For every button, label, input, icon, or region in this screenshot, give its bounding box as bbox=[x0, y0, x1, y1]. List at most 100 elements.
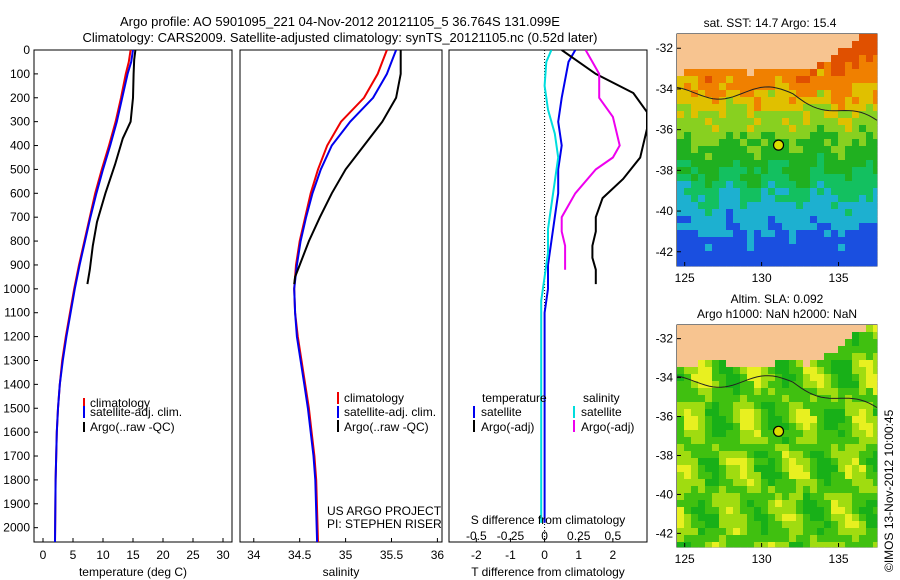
salinity-tick-label: 34 bbox=[247, 548, 261, 562]
legend-label-temp-argo: Argo(-adj) bbox=[481, 420, 534, 434]
lat-tick-label: -34 bbox=[656, 371, 674, 385]
sla-map-panel: Altim. SLA: 0.092 Argo h1000: NaN h2000:… bbox=[656, 292, 878, 566]
salinity-legend: climatology satellite-adj. clim. Argo(..… bbox=[337, 391, 436, 434]
depth-tick-label: 400 bbox=[10, 139, 30, 153]
difference-axis-ticks: -2 -1 0 1 2 bbox=[471, 538, 617, 562]
series-line-2 bbox=[293, 50, 402, 285]
temperature-tick-label: 5 bbox=[70, 548, 77, 562]
legend-label-climatology: climatology bbox=[90, 396, 150, 410]
depth-tick-label: 600 bbox=[10, 186, 30, 200]
s-diff-tick-label: 0 bbox=[541, 529, 548, 543]
s-diff-tick-label: 0.25 bbox=[567, 529, 591, 543]
pi-annotation: PI: STEPHEN RISER bbox=[327, 517, 442, 531]
legend-title-salinity: salinity bbox=[583, 391, 620, 405]
legend-label-argo: Argo(..raw -QC) bbox=[90, 420, 175, 434]
depth-tick-label: 1900 bbox=[3, 497, 30, 511]
temperature-tick-label: 10 bbox=[96, 548, 110, 562]
diff-tick-label: 2 bbox=[610, 548, 617, 562]
temperature-tick-label: 30 bbox=[216, 548, 230, 562]
project-annotation: US ARGO PROJECT bbox=[327, 504, 442, 518]
difference-plot-frame bbox=[448, 49, 648, 543]
series-line-3 bbox=[560, 50, 621, 270]
depth-tick-label: 800 bbox=[10, 234, 30, 248]
s-diff-tick-label: 0.5 bbox=[605, 529, 622, 543]
salinity-diff-tick-labels: -0.5 -0.25 0 0.25 0.5 bbox=[466, 529, 622, 543]
lon-tick-label: 125 bbox=[675, 271, 695, 285]
sla-map-title-line1: Altim. SLA: 0.092 bbox=[731, 292, 824, 306]
salinity-axis-ticks: 34 34.5 35 35.5 36 bbox=[247, 538, 444, 562]
depth-contour bbox=[676, 375, 878, 409]
temperature-tick-label: 0 bbox=[40, 548, 47, 562]
salinity-profile-panel: 34 34.5 35 35.5 36 climatology satellite-adj… bbox=[239, 49, 444, 579]
depth-tick-label: 200 bbox=[10, 91, 30, 105]
map-raster bbox=[677, 325, 878, 548]
salinity-tick-label: 36 bbox=[431, 548, 445, 562]
sla-map-title-line2: Argo h1000: NaN h2000: NaN bbox=[697, 307, 857, 321]
salinity-tick-label: 35 bbox=[339, 548, 353, 562]
series-line-2 bbox=[86, 49, 137, 285]
temperature-series bbox=[54, 49, 137, 543]
legend-label-satellite-adj: satellite-adj. clim. bbox=[90, 405, 182, 419]
salinity-tick-label: 34.5 bbox=[288, 548, 312, 562]
depth-tick-label: 1400 bbox=[3, 377, 30, 391]
salinity-plot-frame bbox=[239, 49, 443, 543]
temperature-axis-ticks: 0 5 10 15 20 25 30 bbox=[40, 538, 230, 562]
depth-contour bbox=[676, 86, 878, 121]
legend-label-temp-satellite: satellite bbox=[481, 405, 522, 419]
argo-float-marker[interactable] bbox=[772, 425, 785, 437]
depth-tick-label: 1000 bbox=[3, 282, 30, 296]
lon-tick-label: 125 bbox=[675, 552, 695, 566]
legend-label-climatology: climatology bbox=[344, 391, 404, 405]
depth-tick-label: 1700 bbox=[3, 449, 30, 463]
lon-tick-label: 130 bbox=[752, 271, 772, 285]
temperature-profile-panel: 0100200300400500600700800900100011001200… bbox=[3, 43, 233, 579]
depth-tick-label: 1800 bbox=[3, 473, 30, 487]
figure-title-line1: Argo profile: AO 5901095_221 04-Nov-2012… bbox=[120, 14, 560, 29]
diff-tick-label: 1 bbox=[575, 548, 582, 562]
depth-tick-label: 300 bbox=[10, 115, 30, 129]
s-diff-tick-label: -0.25 bbox=[497, 529, 525, 543]
lat-tick-label: -32 bbox=[656, 332, 674, 346]
difference-series bbox=[540, 50, 647, 523]
difference-legend: temperature salinity satellite Argo(-adj… bbox=[473, 391, 634, 434]
temperature-diff-axis-label: T difference from climatology bbox=[471, 565, 625, 579]
lat-tick-label: -40 bbox=[656, 487, 674, 501]
argo-float-marker[interactable] bbox=[772, 139, 785, 151]
depth-tick-label: 1600 bbox=[3, 425, 30, 439]
lat-tick-label: -42 bbox=[656, 245, 674, 259]
sst-map-title: sat. SST: 14.7 Argo: 15.4 bbox=[704, 16, 837, 30]
diff-tick-label: -1 bbox=[505, 548, 516, 562]
depth-tick-label: 500 bbox=[10, 162, 30, 176]
difference-profile-panel: -2 -1 0 1 2 temperature salinity satellite A… bbox=[448, 49, 648, 579]
series-line-1 bbox=[54, 49, 134, 543]
depth-tick-label: 700 bbox=[10, 210, 30, 224]
temperature-x-label: temperature (deg C) bbox=[79, 565, 187, 579]
lat-tick-label: -36 bbox=[656, 123, 674, 137]
series-line-2 bbox=[540, 50, 560, 523]
legend-title-temperature: temperature bbox=[482, 391, 547, 405]
lon-tick-label: 135 bbox=[829, 271, 849, 285]
lat-tick-label: -40 bbox=[656, 204, 674, 218]
lat-tick-label: -36 bbox=[656, 410, 674, 424]
series-line-1 bbox=[293, 49, 398, 543]
lat-tick-label: -38 bbox=[656, 448, 674, 462]
salinity-tick-label: 35.5 bbox=[380, 548, 404, 562]
depth-tick-label: 1200 bbox=[3, 330, 30, 344]
depth-tick-label: 1100 bbox=[4, 306, 30, 320]
depth-tick-label: 1500 bbox=[3, 401, 30, 415]
temperature-tick-label: 20 bbox=[156, 548, 170, 562]
salinity-x-label: salinity bbox=[323, 565, 360, 579]
imos-timestamp: ©IMOS 13-Nov-2012 10:00:45 bbox=[882, 409, 896, 572]
legend-label-satellite-adj: satellite-adj. clim. bbox=[344, 405, 436, 419]
temperature-plot-frame bbox=[33, 49, 233, 543]
depth-tick-label: 0 bbox=[23, 43, 30, 57]
map-raster bbox=[677, 34, 878, 267]
depth-tick-label: 2000 bbox=[3, 521, 30, 535]
figure-title-line2: Climatology: CARS2009. Satellite-adjuste… bbox=[83, 30, 598, 45]
lon-tick-label: 130 bbox=[752, 552, 772, 566]
depth-tick-label: 1300 bbox=[3, 353, 30, 367]
lat-tick-label: -32 bbox=[656, 41, 674, 55]
